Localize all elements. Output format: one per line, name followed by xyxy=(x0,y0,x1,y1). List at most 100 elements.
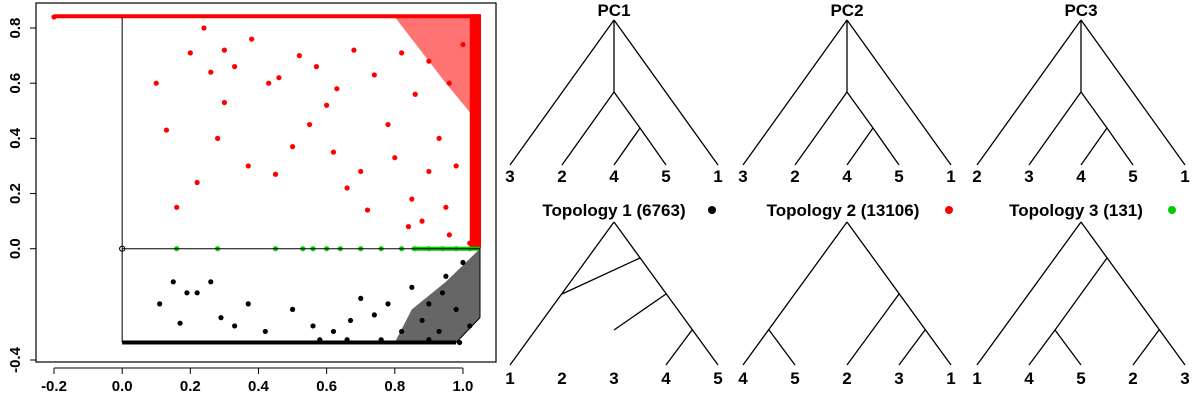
data-point xyxy=(436,135,442,141)
tree-leaf: 1 xyxy=(1180,167,1189,186)
x-axis: -0.2 0.0 0.2 0.4 0.6 0.8 1.0 xyxy=(41,367,474,395)
data-point xyxy=(313,64,320,70)
data-point xyxy=(317,337,323,343)
tree-leaf: 3 xyxy=(609,369,618,388)
data-point xyxy=(221,99,227,106)
tree-leaf: 4 xyxy=(1024,369,1034,388)
black-dense-cloud xyxy=(394,248,480,343)
data-point xyxy=(218,315,224,321)
data-point xyxy=(214,135,221,141)
tree-leaf: 1 xyxy=(713,167,722,186)
data-point xyxy=(412,91,418,97)
x-tick-label: 0.0 xyxy=(112,378,133,395)
data-point xyxy=(163,127,170,133)
red-dense-cloud xyxy=(394,17,480,125)
data-point xyxy=(385,301,391,307)
topology-color-dot xyxy=(1168,206,1176,214)
tree-leaf: 4 xyxy=(842,167,852,186)
data-point xyxy=(276,75,282,81)
data-point xyxy=(262,328,268,335)
tree-leaf: 2 xyxy=(557,167,566,186)
data-point xyxy=(153,80,159,86)
y-tick-label: 0.8 xyxy=(7,18,24,39)
data-point xyxy=(194,179,200,186)
tree-leaf: 1 xyxy=(505,369,514,388)
data-point xyxy=(221,47,227,53)
tree-pc2: PC2 3 2 4 5 1 xyxy=(738,1,955,186)
data-point xyxy=(296,53,302,59)
data-point xyxy=(460,259,466,266)
data-point xyxy=(307,121,313,128)
tree-leaf: 3 xyxy=(505,167,514,186)
data-point xyxy=(344,337,350,343)
data-point xyxy=(371,312,377,318)
data-point xyxy=(446,232,452,238)
red-right-band xyxy=(469,14,481,249)
tree-leaf: 1 xyxy=(946,369,955,388)
tree-title: PC2 xyxy=(830,1,863,20)
data-point xyxy=(330,149,337,155)
dense-bands xyxy=(54,14,481,345)
topology-color-dot xyxy=(708,206,716,214)
data-point xyxy=(358,295,364,301)
data-point xyxy=(334,86,340,92)
tree-leaf: 4 xyxy=(661,369,671,388)
data-point xyxy=(232,64,238,70)
data-point xyxy=(324,102,330,108)
y-tick-label: -0.4 xyxy=(7,346,24,373)
tree-leaf: 3 xyxy=(1024,167,1033,186)
tree-leaf: 5 xyxy=(1076,369,1085,388)
data-point xyxy=(289,144,296,150)
tree-edges xyxy=(976,19,1186,166)
data-point xyxy=(51,14,57,20)
data-point xyxy=(399,50,405,56)
red-top-band xyxy=(54,14,480,19)
tree-leaf: 1 xyxy=(972,369,981,388)
x-tick-label: 0.8 xyxy=(384,378,405,395)
data-point xyxy=(439,290,446,296)
data-point xyxy=(405,224,412,230)
tree-edges xyxy=(976,221,1186,366)
y-tick-label: 0.6 xyxy=(7,73,24,94)
corner-line xyxy=(455,317,481,343)
data-point xyxy=(184,290,190,296)
y-tick-label: 0.2 xyxy=(7,183,24,204)
tree-leaf: 2 xyxy=(842,369,851,388)
tree-topology-3: Topology 3 (131) 1 4 5 2 3 xyxy=(972,201,1189,388)
data-point xyxy=(426,168,432,175)
data-point xyxy=(347,317,354,324)
scatter-panel: -0.2 0.0 0.2 0.4 0.6 0.8 1.0 -0.4 0.0 0.2 0.4 0.6 0… xyxy=(7,2,497,395)
data-point xyxy=(170,279,176,285)
data-point xyxy=(272,171,279,177)
tree-leaf: 2 xyxy=(557,369,566,388)
data-point xyxy=(351,47,357,53)
tree-topology-2: Topology 2 (13106) 4 5 2 3 1 xyxy=(738,201,955,388)
data-point xyxy=(208,279,214,285)
data-point xyxy=(157,301,163,307)
data-point xyxy=(467,240,473,246)
data-point xyxy=(399,328,405,335)
data-point xyxy=(289,306,296,312)
data-point xyxy=(330,328,337,335)
data-point xyxy=(371,72,377,78)
data-point xyxy=(426,58,432,64)
tree-leaf: 4 xyxy=(609,167,619,186)
tree-edges xyxy=(509,221,719,366)
tree-leaf: 5 xyxy=(713,369,722,388)
data-point xyxy=(201,25,207,31)
y-tick-label: 0.4 xyxy=(7,127,24,149)
x-tick-label: 0.6 xyxy=(316,378,337,395)
data-point xyxy=(344,185,350,191)
data-point xyxy=(358,168,364,175)
tree-leaf: 4 xyxy=(1076,167,1086,186)
data-point xyxy=(446,80,452,86)
scatter-points xyxy=(51,14,473,346)
y-tick-label: 0.0 xyxy=(7,238,24,259)
x-tick-label: 1.0 xyxy=(453,378,474,395)
tree-edges xyxy=(509,19,719,166)
tree-leaf: 2 xyxy=(1128,369,1137,388)
data-point xyxy=(453,306,459,312)
tree-edges xyxy=(742,221,952,366)
data-point xyxy=(409,196,415,202)
tree-leaf: 4 xyxy=(738,369,748,388)
